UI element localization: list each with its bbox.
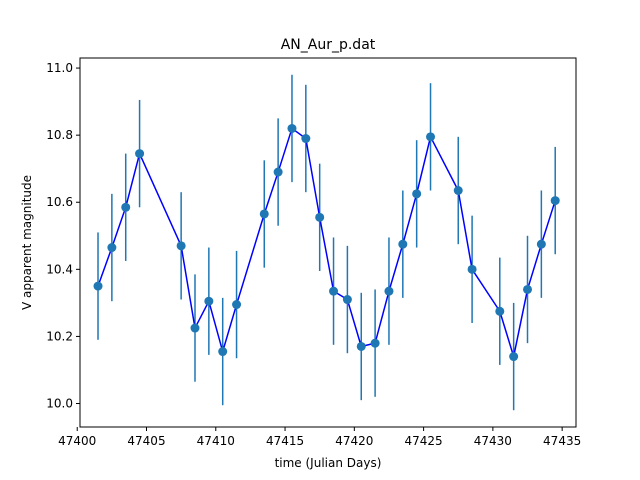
data-point	[509, 352, 519, 362]
x-tick-label: 47410	[197, 434, 235, 448]
y-tick-label: 10.6	[46, 195, 73, 209]
y-tick-label: 11.0	[46, 61, 73, 75]
data-point	[315, 212, 325, 222]
data-point	[356, 341, 366, 351]
x-tick-label: 47405	[127, 434, 165, 448]
data-point	[550, 196, 560, 206]
data-point	[536, 239, 546, 249]
x-tick-label: 47420	[335, 434, 373, 448]
data-point	[412, 189, 422, 199]
data-point	[218, 347, 228, 357]
data-point	[495, 306, 505, 316]
data-point	[370, 338, 380, 348]
data-series	[93, 74, 560, 411]
data-point	[342, 295, 352, 305]
x-tick-label: 47415	[266, 434, 304, 448]
data-point	[301, 134, 311, 144]
data-point	[523, 284, 533, 294]
y-tick-label: 10.4	[46, 262, 73, 276]
x-tick-label: 47425	[405, 434, 443, 448]
data-point	[107, 243, 117, 253]
chart-title: AN_Aur_p.dat	[281, 37, 376, 53]
data-point	[135, 149, 145, 159]
series-layer	[93, 74, 560, 411]
data-point	[204, 296, 214, 306]
axes-layer: 47400 47405 47410 47415 47420 47425 47430 47435…	[46, 61, 581, 448]
data-point	[93, 281, 103, 291]
data-point	[467, 264, 477, 274]
plot-frame	[79, 57, 577, 428]
x-tick-label: 47430	[474, 434, 512, 448]
x-axis-label: time (Julian Days)	[275, 456, 382, 470]
y-tick-label: 10.2	[46, 329, 73, 343]
data-point	[426, 132, 436, 142]
data-point	[232, 300, 242, 310]
data-point	[398, 239, 408, 249]
y-tick-label: 10.8	[46, 128, 73, 142]
y-axis-label: V apparent magnitude	[20, 175, 34, 310]
y-tick-label: 10.0	[46, 397, 73, 411]
x-tick-label: 47435	[543, 434, 581, 448]
x-tick-label: 47400	[58, 434, 96, 448]
data-point	[384, 286, 394, 296]
data-point	[329, 286, 339, 296]
data-point	[287, 123, 297, 133]
data-point	[259, 209, 269, 219]
data-point	[190, 323, 200, 333]
data-point	[176, 241, 186, 251]
data-point	[453, 186, 463, 196]
data-point	[121, 202, 131, 212]
data-point	[273, 167, 283, 177]
